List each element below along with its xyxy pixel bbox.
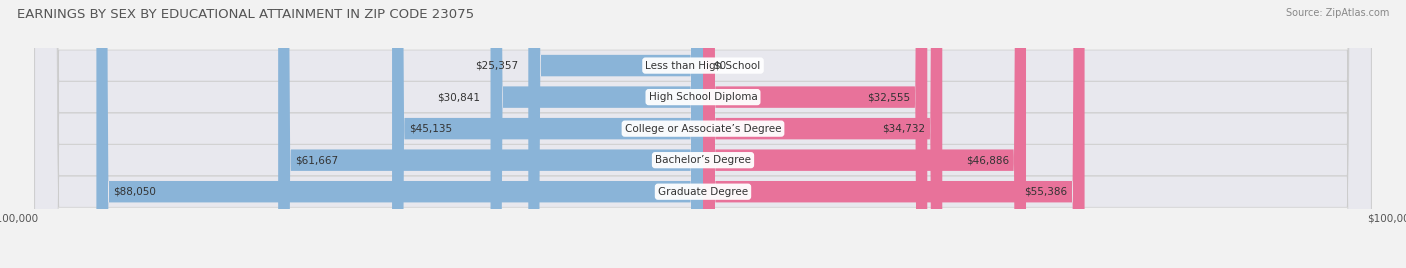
FancyBboxPatch shape [35, 0, 1371, 268]
Text: $32,555: $32,555 [868, 92, 910, 102]
FancyBboxPatch shape [278, 0, 703, 268]
FancyBboxPatch shape [392, 0, 703, 268]
FancyBboxPatch shape [703, 0, 1026, 268]
Text: $30,841: $30,841 [437, 92, 481, 102]
Text: $0: $0 [713, 61, 727, 70]
Text: $55,386: $55,386 [1024, 187, 1067, 197]
Text: Less than High School: Less than High School [645, 61, 761, 70]
Text: $45,135: $45,135 [409, 124, 453, 134]
Text: $88,050: $88,050 [114, 187, 156, 197]
FancyBboxPatch shape [97, 0, 703, 268]
Text: Graduate Degree: Graduate Degree [658, 187, 748, 197]
FancyBboxPatch shape [703, 0, 942, 268]
FancyBboxPatch shape [491, 0, 703, 268]
Text: $46,886: $46,886 [966, 155, 1008, 165]
Text: High School Diploma: High School Diploma [648, 92, 758, 102]
Text: College or Associate’s Degree: College or Associate’s Degree [624, 124, 782, 134]
FancyBboxPatch shape [703, 0, 1084, 268]
FancyBboxPatch shape [35, 0, 1371, 268]
FancyBboxPatch shape [35, 0, 1371, 268]
Text: Source: ZipAtlas.com: Source: ZipAtlas.com [1285, 8, 1389, 18]
FancyBboxPatch shape [35, 0, 1371, 268]
Text: Bachelor’s Degree: Bachelor’s Degree [655, 155, 751, 165]
Text: $25,357: $25,357 [475, 61, 517, 70]
Text: $34,732: $34,732 [882, 124, 925, 134]
FancyBboxPatch shape [703, 0, 928, 268]
Text: $61,667: $61,667 [295, 155, 339, 165]
FancyBboxPatch shape [35, 0, 1371, 268]
Text: EARNINGS BY SEX BY EDUCATIONAL ATTAINMENT IN ZIP CODE 23075: EARNINGS BY SEX BY EDUCATIONAL ATTAINMEN… [17, 8, 474, 21]
FancyBboxPatch shape [529, 0, 703, 268]
